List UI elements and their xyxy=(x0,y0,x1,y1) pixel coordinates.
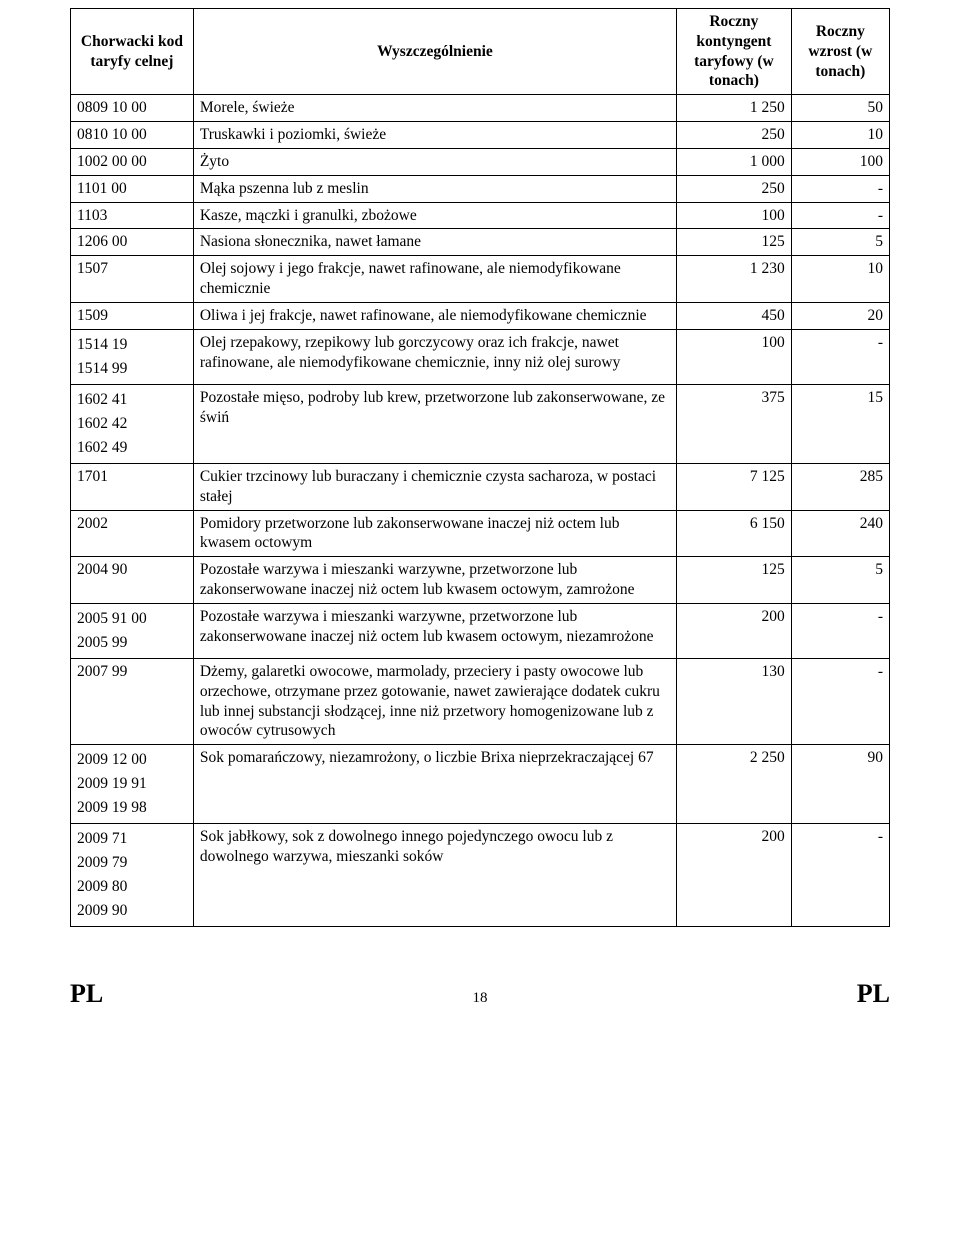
cell-quota: 2 250 xyxy=(677,745,792,824)
cell-growth: 240 xyxy=(791,510,889,557)
cell-growth: - xyxy=(791,824,889,927)
cell-description: Nasiona słonecznika, nawet łamane xyxy=(193,229,676,256)
table-row: 1514 191514 99Olej rzepakowy, rzepikowy … xyxy=(71,329,890,384)
cell-description: Pozostałe warzywa i mieszanki warzywne, … xyxy=(193,603,676,658)
table-row: 1701Cukier trzcinowy lub buraczany i che… xyxy=(71,463,890,510)
table-row: 2005 91 002005 99Pozostałe warzywa i mie… xyxy=(71,603,890,658)
cell-description: Olej rzepakowy, rzepikowy lub gorczycowy… xyxy=(193,329,676,384)
cell-quota: 1 230 xyxy=(677,256,792,303)
footer-right: PL xyxy=(857,979,890,1009)
cell-quota: 6 150 xyxy=(677,510,792,557)
col-header-quota: Roczny kontyngent taryfowy (w tonach) xyxy=(677,9,792,95)
table-row: 2007 99Dżemy, galaretki owocowe, marmola… xyxy=(71,658,890,744)
cell-quota: 7 125 xyxy=(677,463,792,510)
cell-quota: 450 xyxy=(677,302,792,329)
table-header-row: Chorwacki kod taryfy celnej Wyszczególni… xyxy=(71,9,890,95)
cell-quota: 1 250 xyxy=(677,95,792,122)
cell-description: Kasze, mączki i granulki, zbożowe xyxy=(193,202,676,229)
table-row: 2002Pomidory przetworzone lub zakonserwo… xyxy=(71,510,890,557)
cell-growth: - xyxy=(791,603,889,658)
cell-code: 0809 10 00 xyxy=(71,95,194,122)
col-header-code: Chorwacki kod taryfy celnej xyxy=(71,9,194,95)
cell-growth: 90 xyxy=(791,745,889,824)
cell-code: 2002 xyxy=(71,510,194,557)
cell-quota: 200 xyxy=(677,603,792,658)
cell-quota: 100 xyxy=(677,329,792,384)
tariff-table: Chorwacki kod taryfy celnej Wyszczególni… xyxy=(70,8,890,927)
table-row: 1507Olej sojowy i jego frakcje, nawet ra… xyxy=(71,256,890,303)
page-footer: PL 18 PL xyxy=(0,927,960,1019)
cell-growth: - xyxy=(791,658,889,744)
cell-growth: 5 xyxy=(791,557,889,604)
cell-growth: - xyxy=(791,175,889,202)
cell-quota: 1 000 xyxy=(677,148,792,175)
cell-code: 2009 12 002009 19 912009 19 98 xyxy=(71,745,194,824)
cell-code: 1514 191514 99 xyxy=(71,329,194,384)
cell-growth: 20 xyxy=(791,302,889,329)
cell-growth: 285 xyxy=(791,463,889,510)
cell-growth: 15 xyxy=(791,384,889,463)
footer-left: PL xyxy=(70,979,103,1009)
cell-description: Cukier trzcinowy lub buraczany i chemicz… xyxy=(193,463,676,510)
table-row: 1509Oliwa i jej frakcje, nawet rafinowan… xyxy=(71,302,890,329)
cell-growth: - xyxy=(791,329,889,384)
cell-quota: 375 xyxy=(677,384,792,463)
table-row: 0809 10 00Morele, świeże1 25050 xyxy=(71,95,890,122)
cell-code: 1206 00 xyxy=(71,229,194,256)
cell-code: 1507 xyxy=(71,256,194,303)
cell-code: 2009 712009 792009 802009 90 xyxy=(71,824,194,927)
cell-growth: 10 xyxy=(791,256,889,303)
cell-code: 0810 10 00 xyxy=(71,122,194,149)
cell-quota: 250 xyxy=(677,175,792,202)
cell-code: 2007 99 xyxy=(71,658,194,744)
cell-code: 2005 91 002005 99 xyxy=(71,603,194,658)
cell-growth: 5 xyxy=(791,229,889,256)
cell-quota: 125 xyxy=(677,229,792,256)
cell-description: Żyto xyxy=(193,148,676,175)
table-row: 1101 00Mąka pszenna lub z meslin250- xyxy=(71,175,890,202)
col-header-desc: Wyszczególnienie xyxy=(193,9,676,95)
cell-code: 1602 411602 421602 49 xyxy=(71,384,194,463)
cell-quota: 100 xyxy=(677,202,792,229)
col-header-growth: Roczny wzrost (w tonach) xyxy=(791,9,889,95)
cell-growth: - xyxy=(791,202,889,229)
table-row: 1206 00Nasiona słonecznika, nawet łamane… xyxy=(71,229,890,256)
cell-quota: 125 xyxy=(677,557,792,604)
cell-code: 1103 xyxy=(71,202,194,229)
table-row: 2004 90Pozostałe warzywa i mieszanki war… xyxy=(71,557,890,604)
cell-code: 1101 00 xyxy=(71,175,194,202)
cell-description: Oliwa i jej frakcje, nawet rafinowane, a… xyxy=(193,302,676,329)
table-row: 2009 12 002009 19 912009 19 98Sok pomara… xyxy=(71,745,890,824)
cell-description: Truskawki i poziomki, świeże xyxy=(193,122,676,149)
cell-description: Dżemy, galaretki owocowe, marmolady, prz… xyxy=(193,658,676,744)
cell-code: 1509 xyxy=(71,302,194,329)
table-row: 0810 10 00Truskawki i poziomki, świeże25… xyxy=(71,122,890,149)
cell-code: 2004 90 xyxy=(71,557,194,604)
cell-growth: 10 xyxy=(791,122,889,149)
cell-description: Pozostałe warzywa i mieszanki warzywne, … xyxy=(193,557,676,604)
cell-description: Mąka pszenna lub z meslin xyxy=(193,175,676,202)
table-row: 2009 712009 792009 802009 90Sok jabłkowy… xyxy=(71,824,890,927)
cell-description: Pozostałe mięso, podroby lub krew, przet… xyxy=(193,384,676,463)
cell-code: 1002 00 00 xyxy=(71,148,194,175)
cell-description: Pomidory przetworzone lub zakonserwowane… xyxy=(193,510,676,557)
table-row: 1103Kasze, mączki i granulki, zbożowe100… xyxy=(71,202,890,229)
cell-description: Sok jabłkowy, sok z dowolnego innego poj… xyxy=(193,824,676,927)
cell-description: Olej sojowy i jego frakcje, nawet rafino… xyxy=(193,256,676,303)
cell-code: 1701 xyxy=(71,463,194,510)
cell-growth: 100 xyxy=(791,148,889,175)
cell-description: Sok pomarańczowy, niezamrożony, o liczbi… xyxy=(193,745,676,824)
table-row: 1002 00 00Żyto1 000100 xyxy=(71,148,890,175)
cell-quota: 130 xyxy=(677,658,792,744)
cell-quota: 250 xyxy=(677,122,792,149)
table-row: 1602 411602 421602 49Pozostałe mięso, po… xyxy=(71,384,890,463)
cell-growth: 50 xyxy=(791,95,889,122)
page-number: 18 xyxy=(473,990,488,1007)
cell-quota: 200 xyxy=(677,824,792,927)
cell-description: Morele, świeże xyxy=(193,95,676,122)
